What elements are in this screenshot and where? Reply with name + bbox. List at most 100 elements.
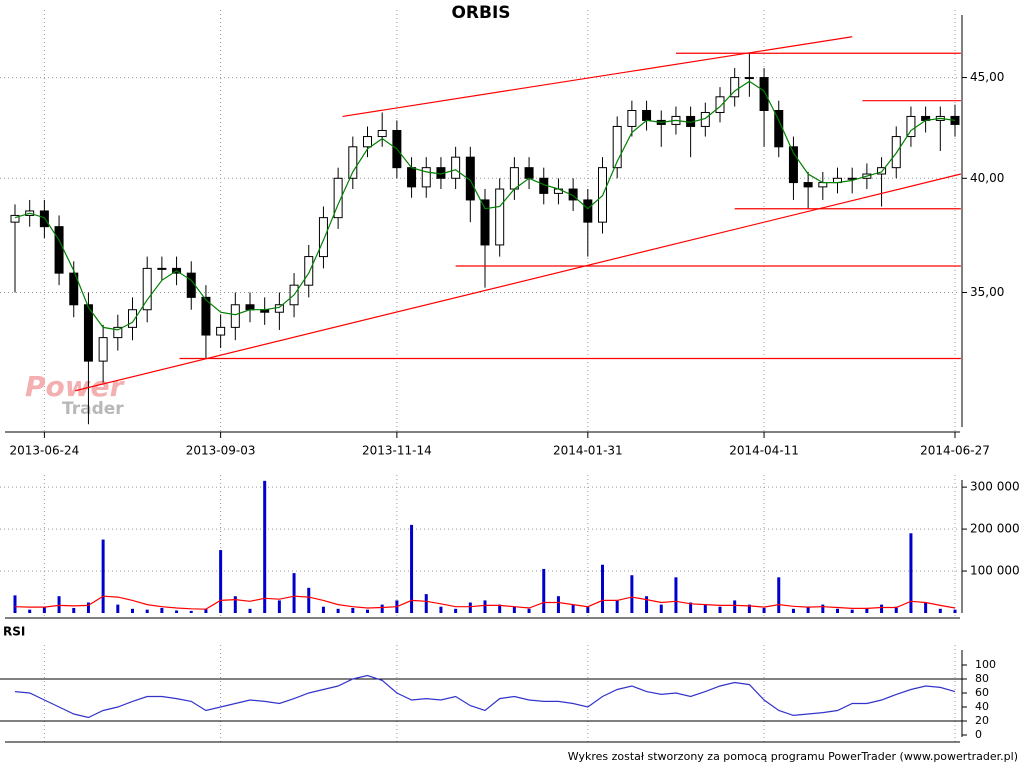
footer: Wykres został stworzony za pomocą progra… — [568, 750, 1018, 763]
y-tick-label: 80 — [975, 672, 989, 685]
volume-bar — [821, 604, 825, 613]
candle-body — [407, 167, 417, 188]
volume-bar — [72, 607, 76, 613]
candle-body — [509, 167, 519, 190]
candle-body — [877, 167, 887, 175]
volume-bar — [836, 608, 839, 613]
x-tick-label: 2013-06-24 — [10, 444, 80, 458]
volume-bar — [336, 608, 340, 613]
candle-body — [245, 304, 255, 311]
volume-bar — [483, 600, 487, 613]
volume-bar — [248, 608, 252, 613]
rsi-title: RSI — [3, 625, 25, 639]
volume-bar — [659, 604, 663, 613]
y-tick-label: 40,00 — [970, 171, 1004, 185]
volume-bar — [42, 606, 46, 613]
volume-bar — [13, 595, 17, 613]
volume-bar — [718, 606, 722, 613]
candle-body — [39, 210, 49, 228]
candle-body — [788, 146, 798, 184]
candle-body — [906, 115, 916, 138]
candle-body — [759, 77, 769, 111]
trend-line — [342, 36, 853, 118]
volume-bar — [292, 573, 296, 613]
candle-body — [186, 272, 196, 298]
volume-bar — [894, 606, 898, 613]
volume-bar — [733, 600, 737, 613]
x-tick-label: 2014-06-27 — [920, 444, 990, 458]
volume-bar — [351, 607, 355, 613]
volume-bar — [131, 608, 134, 613]
candle-body — [451, 156, 461, 179]
candle-body — [421, 167, 431, 188]
candle-body — [54, 226, 64, 274]
volume-bar — [850, 609, 854, 613]
volume-bar — [160, 607, 164, 613]
volume-bar — [601, 564, 604, 613]
volume-bar — [145, 609, 149, 613]
volume-bar — [454, 608, 458, 613]
volume-bar — [307, 587, 311, 613]
volume-bar — [424, 594, 428, 613]
volume-bar — [57, 596, 61, 613]
volume-bar — [556, 596, 560, 613]
candle-body — [465, 156, 475, 201]
volume-bar — [233, 596, 237, 613]
volume-bar — [953, 609, 957, 613]
y-tick-label: 40 — [975, 700, 989, 713]
volume-bar — [865, 607, 869, 613]
volume-bar — [571, 604, 575, 613]
candle-body — [612, 125, 622, 169]
candle-body — [377, 129, 387, 138]
trend-line — [75, 173, 962, 392]
volume-bar — [410, 524, 414, 613]
candle-body — [715, 96, 725, 113]
volume-bar — [703, 604, 707, 613]
candle-body — [157, 267, 167, 270]
candle-body — [333, 177, 343, 219]
volume-bar — [439, 606, 443, 613]
volume-bar — [86, 602, 90, 613]
watermark: Power — [25, 370, 126, 403]
chart-title: ORBIS — [451, 3, 510, 23]
volume-bar — [366, 609, 369, 613]
volume-bar — [512, 606, 516, 613]
moving-average — [14, 80, 956, 331]
volume-bar — [542, 568, 546, 613]
candle-body — [318, 217, 328, 258]
volume-bar — [880, 604, 884, 613]
candle-body — [818, 182, 828, 188]
x-tick-label: 2013-11-14 — [362, 444, 432, 458]
volume-bar — [791, 608, 795, 613]
candle-body — [744, 77, 754, 80]
candle-body — [524, 167, 534, 179]
volume-bar — [762, 607, 766, 613]
volume-bar — [498, 604, 502, 613]
candle-body — [128, 309, 137, 328]
volume-average — [14, 595, 956, 610]
candle-body — [113, 326, 123, 339]
volume-bar — [101, 539, 105, 613]
watermark: Trader — [62, 399, 124, 419]
candle-body — [216, 326, 226, 336]
volume-bar — [380, 604, 384, 613]
volume-bar — [806, 606, 810, 613]
candle-body — [69, 272, 79, 306]
volume-bar — [747, 604, 751, 613]
volume-bar — [909, 533, 913, 613]
volume-bar — [924, 602, 928, 613]
y-tick-label: 20 — [975, 714, 989, 727]
y-tick-label: 200 000 — [970, 522, 1020, 536]
volume-bar — [586, 606, 590, 613]
volume-bar — [674, 577, 678, 613]
volume-bar — [28, 609, 32, 613]
volume-bar — [321, 606, 325, 613]
y-tick-label: 100 — [975, 658, 996, 671]
candle-body — [83, 304, 93, 362]
candle-body — [274, 304, 284, 313]
candle-body — [304, 256, 314, 286]
rsi-line — [14, 674, 956, 719]
y-tick-label: 35,00 — [970, 285, 1004, 299]
